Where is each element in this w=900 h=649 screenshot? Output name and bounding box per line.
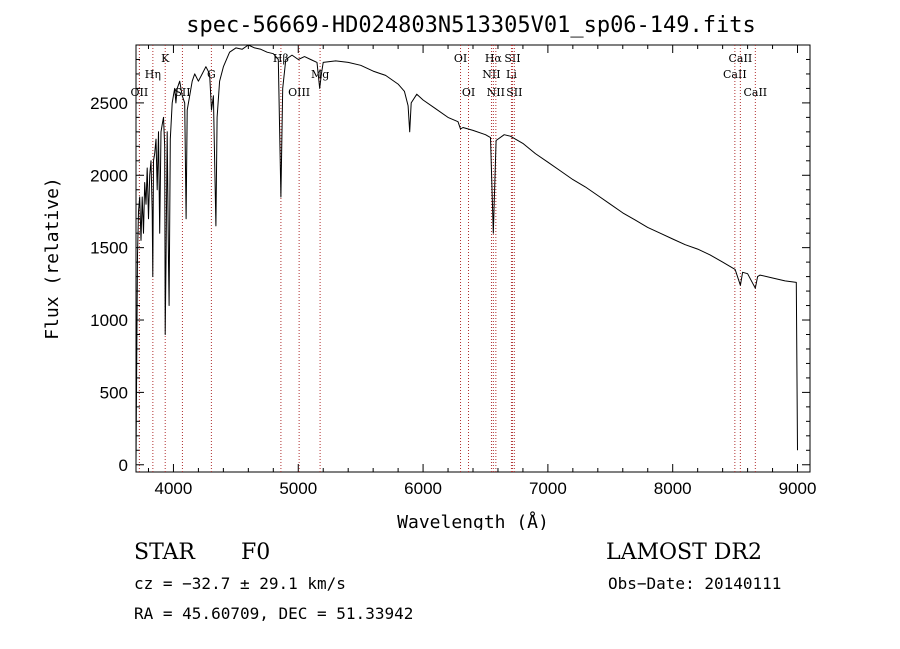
line-marker-label: SII xyxy=(504,52,520,65)
x-tick-label: 5000 xyxy=(279,479,317,498)
x-tick-label: 7000 xyxy=(529,479,567,498)
x-tick-label: 6000 xyxy=(404,479,442,498)
spectrum-chart: 4000 5000 6000 7000 8000 9000 0 500 1000 1500 2000… xyxy=(42,13,817,530)
x-tick-label: 4000 xyxy=(155,479,193,498)
obs-date: Obs−Date: 20140111 xyxy=(608,574,782,593)
survey-name: LAMOST DR2 xyxy=(606,540,762,565)
line-marker-label: CaII xyxy=(729,52,753,65)
line-marker-label: G xyxy=(207,68,216,81)
chart-title: spec-56669-HD024803N513305V01_sp06-149.f… xyxy=(186,13,756,38)
line-marker-label: NII xyxy=(482,68,500,81)
coordinates: RA = 45.60709, DEC = 51.33942 xyxy=(134,604,414,623)
line-marker-label: OI xyxy=(454,52,467,65)
object-subclass: F0 xyxy=(241,540,271,565)
line-marker-label: Hη xyxy=(145,68,161,81)
y-tick-label: 2000 xyxy=(90,166,128,185)
line-marker-label: NII xyxy=(487,86,505,99)
line-marker-label: CaII xyxy=(743,86,767,99)
object-class: STAR xyxy=(134,540,195,565)
redshift-readout: cz = −32.7 ± 29.1 km/s xyxy=(134,574,346,593)
line-marker-label: SII xyxy=(506,86,522,99)
line-marker-label: Hα xyxy=(485,52,503,65)
y-tick-label: 0 xyxy=(119,456,128,475)
y-axis-label: Flux (relative) xyxy=(42,177,63,340)
x-axis-label: Wavelength (Å) xyxy=(397,511,549,530)
y-tick-label: 1500 xyxy=(90,239,128,258)
plot-frame xyxy=(135,44,811,473)
line-marker-label: Mg xyxy=(311,68,329,81)
y-tick-label: 500 xyxy=(100,383,128,402)
line-marker-label: SII xyxy=(174,86,190,99)
line-marker-label: OIII xyxy=(288,86,310,99)
y-tick-label: 1000 xyxy=(90,311,128,330)
x-tick-label: 8000 xyxy=(654,479,692,498)
line-marker-label: K xyxy=(161,52,170,65)
line-marker-label: Hβ xyxy=(273,52,289,65)
line-marker-label: CaII xyxy=(723,68,747,81)
y-tick-label: 2500 xyxy=(90,94,128,113)
line-marker-label: Li xyxy=(506,68,517,81)
x-tick-label: 9000 xyxy=(779,479,817,498)
line-marker-label: OI xyxy=(462,86,475,99)
line-marker-label: OII xyxy=(131,86,149,99)
spectrum-line xyxy=(135,44,798,465)
